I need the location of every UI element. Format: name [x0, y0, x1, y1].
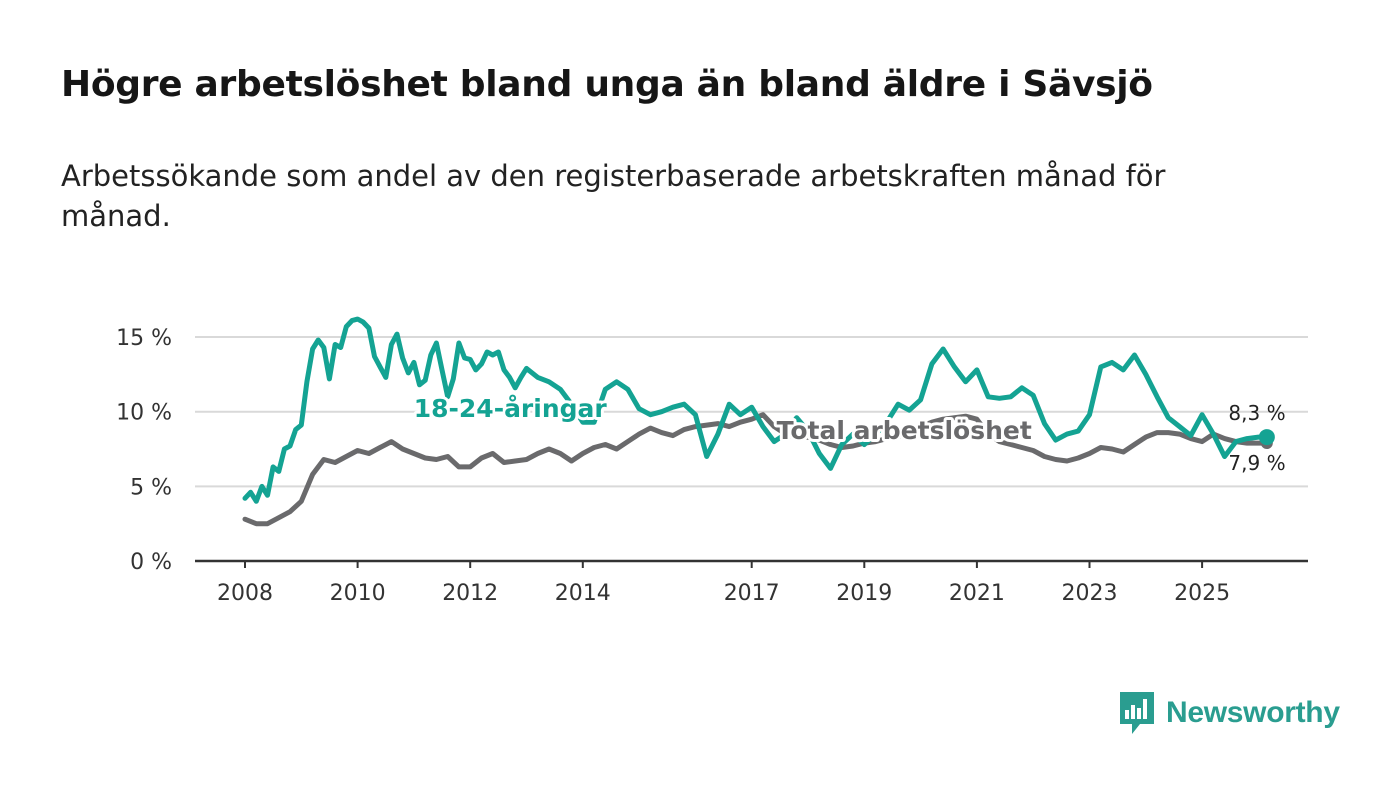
- end-marker-youth: [1258, 429, 1275, 446]
- line-chart: 0 % 5 % 10 % 15 % 2008 2010 2012 2014 2017 2019 20…: [116, 316, 1308, 606]
- brand-logo[interactable]: Newsworthy: [1118, 690, 1340, 736]
- x-tick-label: 2017: [724, 581, 780, 606]
- chart-subtitle: Arbetssökande som andel av den registerb…: [61, 159, 1166, 233]
- x-tick-label: 2025: [1174, 581, 1230, 606]
- chart-title: Högre arbetslöshet bland unga än bland ä…: [61, 64, 1153, 105]
- series-labels: 8,3 % 7,9 % 18-24-åringar Total arbetslöshe…: [411, 391, 1286, 475]
- x-tick-label: 2008: [217, 581, 273, 606]
- x-tick-label: 2012: [442, 581, 498, 606]
- end-label-youth: 8,3 %: [1228, 401, 1285, 425]
- x-tick-label: 2010: [330, 581, 386, 606]
- x-tick-label: 2014: [555, 581, 611, 606]
- series-lines: [242, 316, 1270, 527]
- x-tick-label: 2019: [836, 581, 892, 606]
- y-tick-label: 15 %: [116, 326, 172, 351]
- y-tick-label: 0 %: [130, 550, 172, 575]
- y-tick-label: 5 %: [130, 475, 172, 500]
- series-label-youth: 18-24-åringar: [414, 394, 608, 423]
- y-tick-label: 10 %: [116, 401, 172, 426]
- x-tick-label: 2023: [1062, 581, 1118, 606]
- x-tick-label: 2021: [949, 581, 1005, 606]
- newsworthy-logo-icon: [1120, 692, 1154, 734]
- axes: 0 % 5 % 10 % 15 % 2008 2010 2012 2014 2017 2019 20…: [116, 326, 1308, 606]
- series-line-total: [242, 412, 1270, 527]
- brand-name: Newsworthy: [1166, 696, 1340, 729]
- series-line-youth: [242, 316, 1270, 504]
- series-label-total: Total arbetslöshet: [777, 416, 1032, 445]
- end-label-total: 7,9 %: [1228, 451, 1285, 475]
